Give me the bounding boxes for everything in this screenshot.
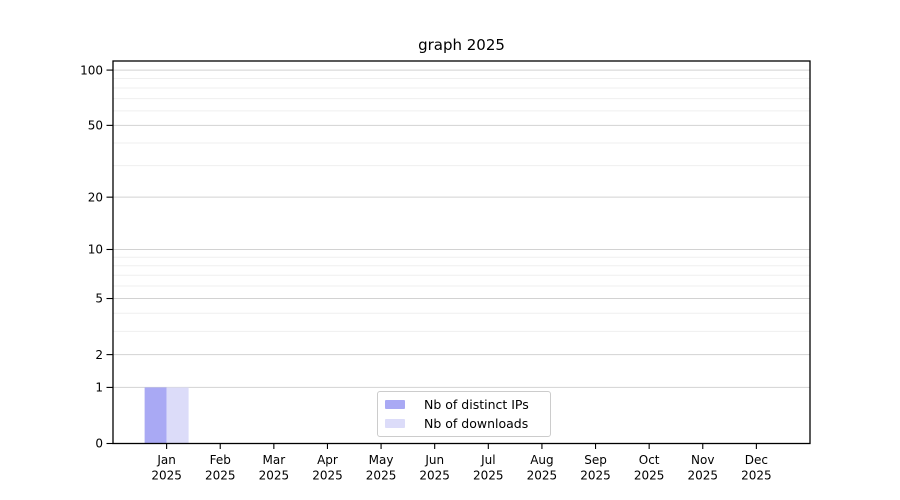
x-tick-label-month: Jul — [480, 453, 495, 467]
x-tick-label-month: Jun — [424, 453, 444, 467]
x-tick-label-year: 2025 — [205, 469, 236, 483]
legend-item-distinct-ips: Nb of distinct IPs — [385, 396, 542, 413]
x-tick-label-year: 2025 — [634, 469, 665, 483]
x-tick-label-month: Feb — [210, 453, 231, 467]
y-tick-label: 5 — [95, 292, 103, 306]
x-tick-label-year: 2025 — [580, 469, 611, 483]
x-tick-label-month: Mar — [263, 453, 286, 467]
x-tick-label-year: 2025 — [741, 469, 772, 483]
y-tick-label: 100 — [80, 63, 103, 77]
legend-item-downloads: Nb of downloads — [385, 416, 542, 433]
x-tick-label-year: 2025 — [687, 469, 718, 483]
y-tick-label: 2 — [95, 348, 103, 362]
x-tick-label-year: 2025 — [527, 469, 558, 483]
plot-frame — [112, 60, 811, 445]
x-tick-label-month: Jan — [156, 453, 176, 467]
x-tick-label-year: 2025 — [473, 469, 504, 483]
x-tick-label-year: 2025 — [366, 469, 397, 483]
x-tick-label-year: 2025 — [419, 469, 450, 483]
x-tick-label-month: Nov — [691, 453, 714, 467]
x-tick-label-month: Sep — [584, 453, 607, 467]
bar — [144, 387, 167, 444]
bar — [166, 387, 189, 444]
legend-swatch-distinct-ips — [385, 399, 405, 409]
legend-label-downloads: Nb of downloads — [424, 416, 529, 432]
legend-swatch-downloads — [385, 419, 405, 429]
y-tick-label: 20 — [88, 190, 103, 204]
y-tick-label: 50 — [88, 119, 103, 133]
chart-title: graph 2025 — [418, 36, 505, 54]
y-tick-label: 0 — [95, 437, 103, 451]
y-tick-label: 1 — [95, 381, 103, 395]
x-tick-label-month: Apr — [317, 453, 338, 467]
y-tick-label: 10 — [88, 243, 103, 257]
x-tick-label-year: 2025 — [151, 469, 182, 483]
legend: Nb of distinct IPs Nb of downloads — [377, 391, 551, 437]
x-tick-label-year: 2025 — [312, 469, 343, 483]
x-tick-label-month: Oct — [639, 453, 660, 467]
x-tick-label-month: Aug — [530, 453, 553, 467]
x-tick-label-month: Dec — [745, 453, 768, 467]
x-tick-label-month: May — [369, 453, 394, 467]
x-tick-label-year: 2025 — [259, 469, 290, 483]
legend-label-distinct-ips: Nb of distinct IPs — [424, 396, 529, 412]
